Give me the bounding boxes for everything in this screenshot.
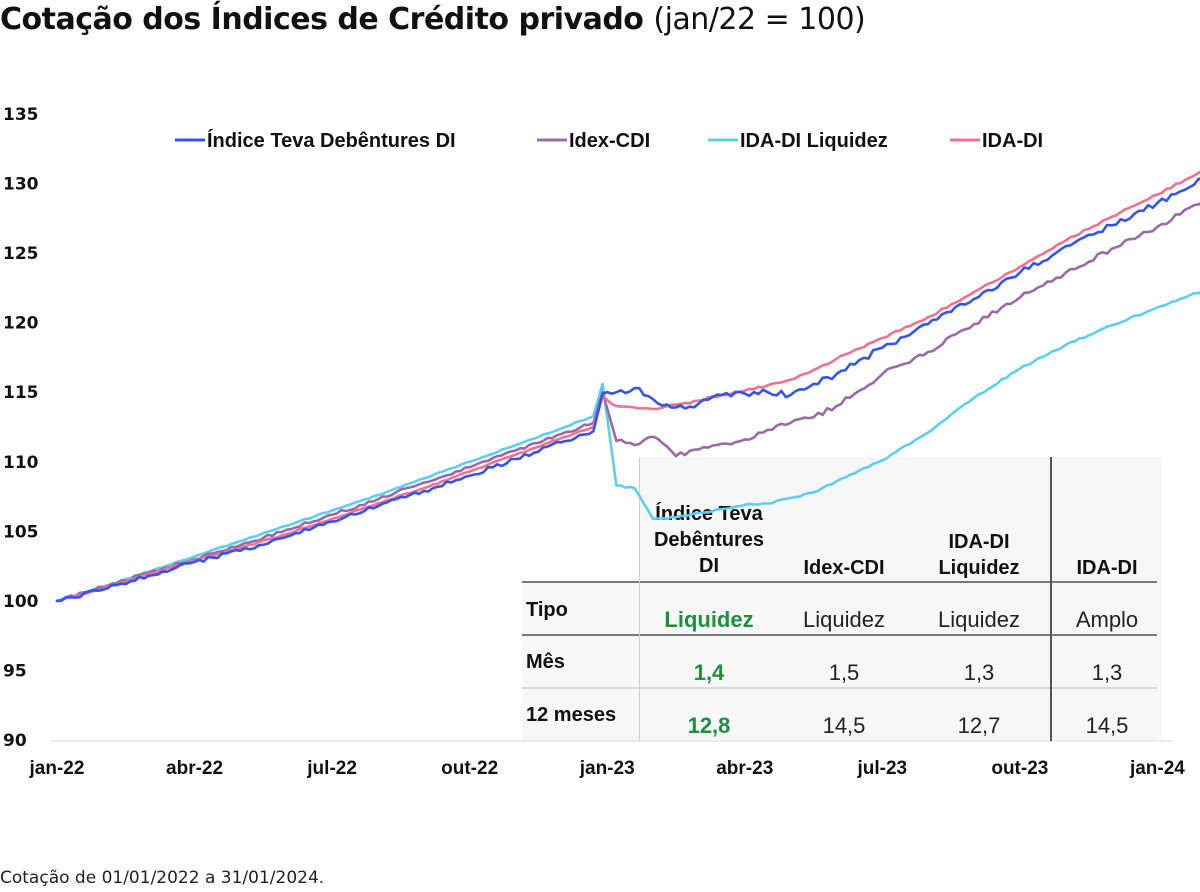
y-tick-label: 130 [3,175,39,195]
table-cell-12m-teva: 12,8 [687,713,731,738]
x-tick-label: jul-22 [306,758,357,779]
table-cell-mes-ida-liquidez: 1,3 [963,660,995,685]
table-header-teva-line3: DI [699,555,719,577]
table-cell-mes-teva: 1,4 [693,660,725,685]
x-axis: jan-22 abr-22 jul-22 out-22 jan-23 abr-23 jul-… [29,758,1186,779]
chart-title-main: Cotação dos Índices de Crédito privado [0,2,644,37]
x-tick-label: abr-22 [166,758,223,779]
chart-title: Cotação dos Índices de Crédito privado (… [0,2,866,37]
y-tick-label: 90 [3,731,27,751]
y-tick-label: 105 [3,522,39,542]
table-header-teva: Índice Teva Debêntures DI [639,501,779,579]
legend-label: IDA-DI Liquidez [740,130,888,152]
legend-item: IDA-DI Liquidez [708,130,888,152]
y-tick-label: 110 [3,453,39,473]
y-axis: 135 130 125 120 115 110 105 100 95 90 [3,105,39,751]
table-header-ida-di-liquidez: IDA-DI Liquidez [919,529,1039,581]
table-divider-mes [522,687,1157,689]
y-tick-label: 120 [3,314,39,334]
legend-item: Idex-CDI [537,130,650,152]
y-tick-label: 100 [3,592,39,612]
x-tick-label: jan-24 [1129,758,1185,779]
table-vline-labels [639,457,640,741]
table-divider-header [522,581,1157,583]
y-tick-label: 135 [3,105,39,125]
footnote: Cotação de 01/01/2022 a 31/01/2024. [0,868,325,888]
table-cell-12m-idex: 14,5 [822,713,866,738]
performance-table: Índice Teva Debêntures DI Idex-CDI IDA-D… [522,457,1162,742]
x-tick-label: out-23 [991,758,1048,779]
legend-label: Índice Teva Debêntures DI [207,129,456,152]
table-cell-mes-ida-di: 1,3 [1091,660,1123,685]
table-cell-tipo-teva: Liquidez [664,607,754,632]
table-row-label-mes: Mês [526,651,565,673]
legend-label: Idex-CDI [569,130,650,152]
x-tick-label: jan-22 [29,758,85,779]
y-tick-label: 115 [3,383,39,403]
table-header-ida-di: IDA-DI [1076,557,1138,579]
legend-item: Índice Teva Debêntures DI [175,129,456,152]
chart-title-subtitle: (jan/22 = 100) [653,2,866,37]
table-header-idex-cdi: Idex-CDI [803,557,885,579]
x-tick-label: jan-23 [579,758,635,779]
table-divider-bottom [522,740,1157,742]
table-header-ida-di-liquidez-line1: IDA-DI [948,531,1010,553]
table-background [639,457,1162,741]
table-header-teva-line2: Debêntures [653,529,765,551]
legend: Índice Teva Debêntures DI Idex-CDI IDA-DI … [175,129,1043,152]
table-divider-tipo [522,634,1157,636]
x-tick-label: abr-23 [716,758,773,779]
table-cell-mes-idex: 1,5 [828,660,860,685]
y-tick-label: 125 [3,244,39,264]
table-row-label-tipo: Tipo [526,599,568,621]
table-background-labels [522,583,639,741]
x-tick-label: jul-23 [856,758,907,779]
table-header-ida-di-liquidez-line2: Liquidez [938,557,1020,579]
table-vline-ida-di [1050,457,1052,741]
table-row-label-12-meses: 12 meses [526,704,617,726]
x-tick-label: out-22 [441,758,498,779]
table-cell-12m-ida-di: 14,5 [1085,713,1129,738]
table-cell-12m-ida-liquidez: 12,7 [957,713,1001,738]
table-header-teva-line1: Índice Teva [655,503,763,525]
legend-item: IDA-DI [950,130,1043,152]
y-tick-label: 95 [3,661,27,681]
legend-label: IDA-DI [982,130,1043,152]
table-cell-tipo-ida-liquidez: Liquidez [938,607,1020,632]
table-cell-tipo-ida-di: Amplo [1075,607,1139,632]
table-cell-tipo-idex: Liquidez [803,607,885,632]
